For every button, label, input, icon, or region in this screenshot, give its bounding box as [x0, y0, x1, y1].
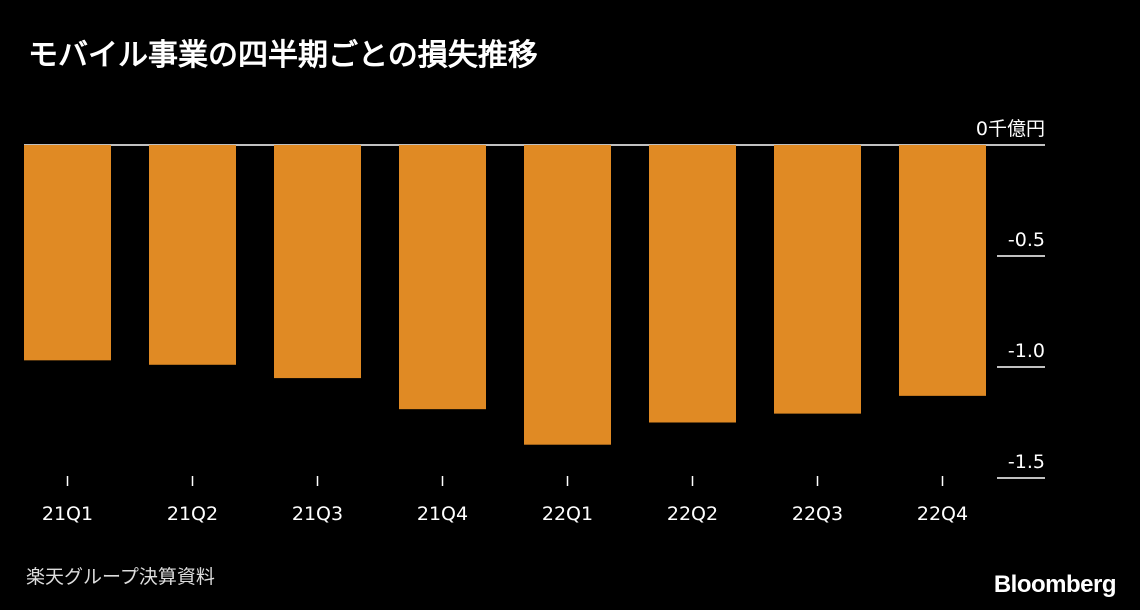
bar — [399, 145, 486, 410]
bar — [149, 145, 236, 365]
chart-title: モバイル事業の四半期ごとの損失推移 — [28, 38, 538, 73]
source-note: 楽天グループ決算資料 — [26, 566, 215, 588]
bar — [649, 145, 736, 423]
y-tick-label: -1.5 — [1008, 451, 1045, 473]
x-tick-label: 21Q2 — [167, 503, 218, 525]
y-tick-label: -1.0 — [1008, 340, 1045, 362]
bar — [24, 145, 111, 361]
x-tick-label: 21Q1 — [42, 503, 93, 525]
bar — [274, 145, 361, 379]
y-tick-label: -0.5 — [1008, 229, 1045, 251]
bar-chart: 0千億円 -0.5 -1.0 -1.5 21Q1 21Q2 21Q3 21Q4 22Q1 22Q2… — [24, 118, 1045, 525]
x-tick-label: 21Q4 — [417, 503, 468, 525]
x-tick-label: 22Q2 — [667, 503, 718, 525]
bar — [899, 145, 986, 396]
x-tick-label: 21Q3 — [292, 503, 343, 525]
bar — [524, 145, 611, 445]
bloomberg-logo: Bloomberg — [993, 571, 1117, 598]
x-tick-label: 22Q3 — [792, 503, 843, 525]
bar — [774, 145, 861, 414]
y-tick-label: 0千億円 — [976, 118, 1045, 140]
x-tick-label: 22Q4 — [917, 503, 968, 525]
x-tick-label: 22Q1 — [542, 503, 593, 525]
